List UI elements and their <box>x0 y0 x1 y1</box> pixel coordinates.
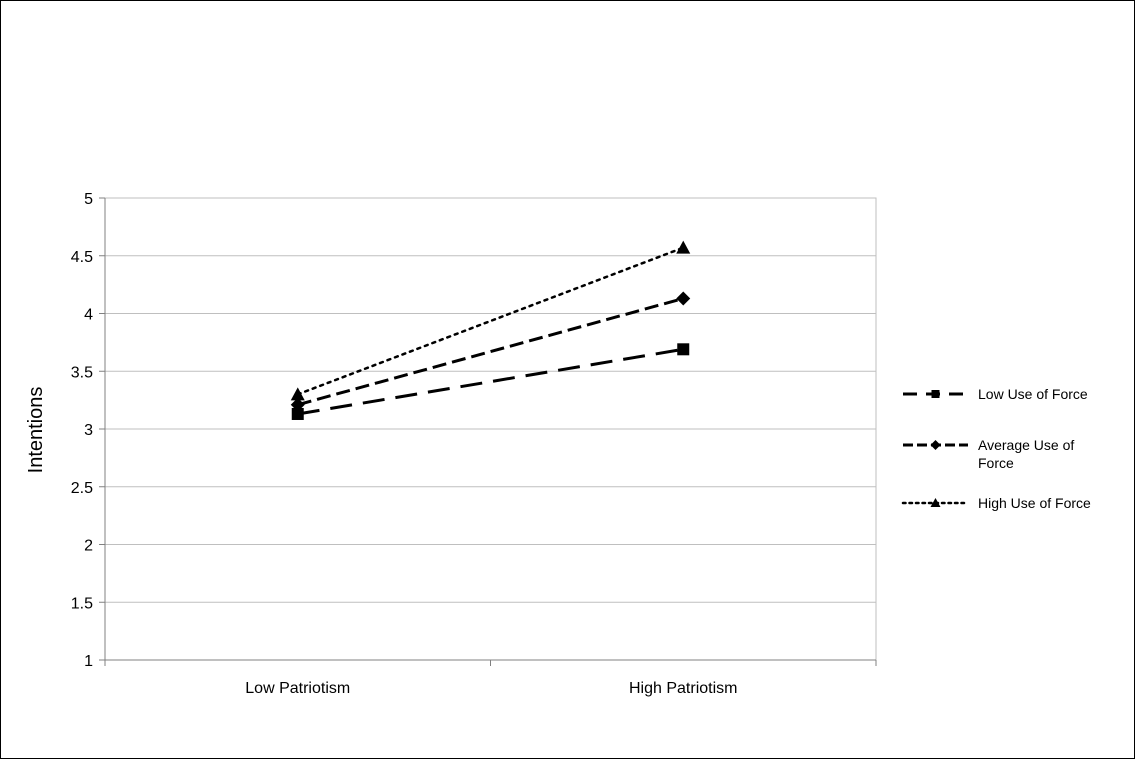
y-axis-title: Intentions <box>25 387 47 474</box>
legend-label: Low Use of Force <box>978 386 1088 402</box>
axis-layer: 1 1.5 2 2.5 3 3.5 4 4.5 5 Low Patriotism High Patr… <box>71 191 877 697</box>
series-marker-square <box>931 390 940 398</box>
series-group <box>291 343 690 420</box>
legend-layer: Low Use of Force Average Use of Force High … <box>901 386 1091 511</box>
series-layer <box>290 240 691 420</box>
y-tick-label: 2.5 <box>71 480 93 497</box>
series-group <box>290 291 691 412</box>
y-tick-label: 3 <box>84 422 93 439</box>
series-marker-triangle <box>676 240 691 254</box>
legend-label: Average Use of <box>978 437 1074 453</box>
y-tick-label: 4.5 <box>71 249 93 266</box>
series-line <box>297 297 684 407</box>
series-marker-diamond <box>930 440 941 450</box>
y-tick-label: 4 <box>84 307 93 324</box>
series-group <box>290 240 691 401</box>
series-marker-diamond <box>290 397 305 412</box>
legend-label: High Use of Force <box>978 495 1091 511</box>
y-tick-label: 2 <box>84 538 93 555</box>
legend-entry: Low Use of Force <box>903 386 1088 402</box>
legend-label: Force <box>978 455 1014 471</box>
series-marker-triangle <box>290 387 305 401</box>
y-tick-label: 5 <box>84 191 93 208</box>
series-marker-triangle <box>930 498 941 507</box>
x-category-label: Low Patriotism <box>245 680 350 697</box>
y-tick-label: 1.5 <box>71 595 93 612</box>
y-tick-label: 1 <box>84 653 93 670</box>
y-tick-label: 3.5 <box>71 364 93 381</box>
series-marker-square <box>291 407 304 420</box>
series-line <box>296 246 685 396</box>
series-marker-square <box>677 343 690 356</box>
legend-entry: Average Use of Force <box>903 437 1074 471</box>
series-marker-diamond <box>676 291 691 306</box>
x-category-label: High Patriotism <box>629 680 737 697</box>
legend-entry: High Use of Force <box>901 495 1091 511</box>
